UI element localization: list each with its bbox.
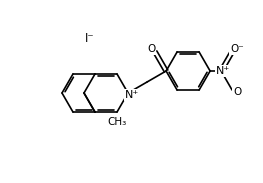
Text: N⁺: N⁺ xyxy=(216,66,230,76)
Text: O⁻: O⁻ xyxy=(230,44,244,54)
Text: O: O xyxy=(233,87,241,97)
Text: N⁺: N⁺ xyxy=(125,90,139,100)
Text: I⁻: I⁻ xyxy=(85,31,95,44)
Text: O: O xyxy=(147,44,155,54)
Text: CH₃: CH₃ xyxy=(107,117,127,127)
